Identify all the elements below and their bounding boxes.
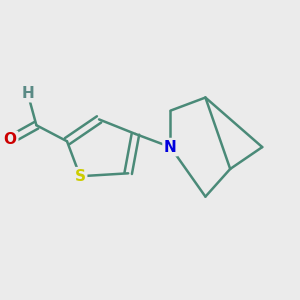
Text: H: H bbox=[21, 86, 34, 101]
Text: S: S bbox=[75, 169, 86, 184]
Text: O: O bbox=[4, 132, 17, 147]
Text: N: N bbox=[164, 140, 177, 154]
